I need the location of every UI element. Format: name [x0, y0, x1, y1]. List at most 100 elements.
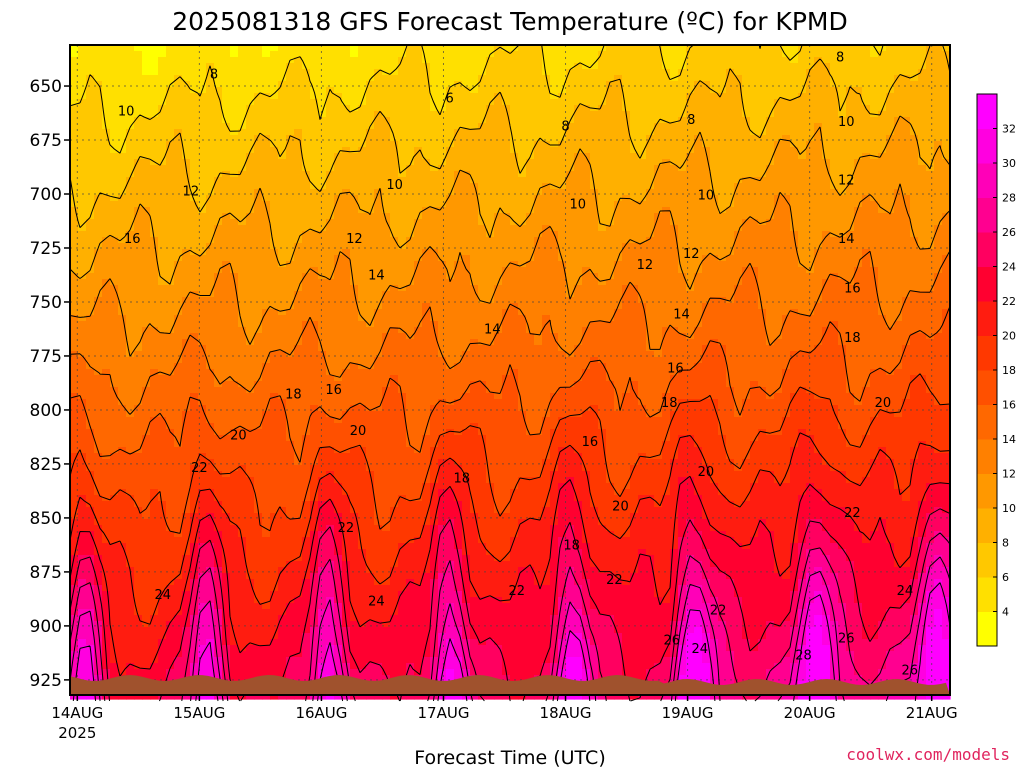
contour-labels: 8 6 10 8 8 8 10 10 12 10 10 12 12 12 12 14 16 14 16 14 14 18 1…: [118, 50, 918, 678]
contour-line-10: [69, 115, 951, 285]
contour-label: 18: [454, 472, 471, 487]
contour-label: 18: [285, 387, 302, 402]
x-tick-year-label: 2025: [58, 724, 96, 742]
contour-label: 6: [445, 91, 453, 106]
contour-label: 24: [154, 588, 171, 603]
colorbar-segment: [977, 542, 997, 578]
contour-label: 12: [183, 184, 200, 199]
colorbar-segment: [977, 473, 997, 509]
contour-label: 22: [191, 461, 208, 476]
x-axis: 14AUG 2025 15AUG 16AUG 17AUG 18AUG 19AUG 20AUG 2…: [51, 695, 958, 742]
colorbar: 4 6 8 10 12 14 16 18 20 22 24 26 28 30 32: [976, 93, 1016, 647]
contour-label: 26: [663, 634, 680, 649]
contour-line-12: [69, 183, 951, 357]
contour-label: 10: [698, 189, 715, 204]
plot-frame: [69, 44, 951, 696]
x-tick-label: 20AUG: [784, 704, 836, 722]
contour-label: 28: [795, 649, 812, 664]
contour-line-20: [69, 432, 951, 625]
contour-label: 10: [118, 104, 135, 119]
chart-title: 2025081318 GFS Forecast Temperature (ºC)…: [172, 7, 847, 36]
colorbar-segment: [977, 611, 997, 647]
grid-lines: [70, 45, 950, 695]
colorbar-segment: [977, 94, 997, 129]
contour-label: 8: [687, 113, 695, 128]
contour-label: 22: [606, 573, 623, 588]
y-tick-label: 875: [30, 563, 62, 583]
contour-label: 10: [569, 197, 586, 212]
contour-label: 8: [561, 120, 569, 135]
colorbar-tick-label: 22: [1002, 295, 1016, 308]
contour-line-26: [69, 532, 951, 702]
contour-label: 16: [325, 383, 342, 398]
temperature-field: [70, 45, 951, 700]
x-axis-label: Forecast Time (UTC): [414, 747, 605, 768]
colorbar-tick-label: 6: [1002, 571, 1009, 584]
contour-label: 20: [350, 424, 367, 439]
colorbar-tick-label: 10: [1002, 502, 1016, 515]
y-tick-label: 925: [30, 671, 62, 691]
contour-label: 16: [844, 282, 861, 297]
x-tick-label: 19AUG: [662, 704, 714, 722]
colorbar-segment: [977, 370, 997, 405]
contour-label: 20: [875, 396, 892, 411]
contour-label: 12: [838, 174, 855, 189]
contour-label: 12: [683, 247, 700, 262]
contour-label: 16: [582, 435, 599, 450]
colorbar-tick-label: 16: [1002, 399, 1016, 412]
y-tick-label: 775: [30, 347, 62, 367]
contour-label: 18: [661, 396, 678, 411]
contour-label: 10: [838, 115, 855, 130]
colorbar-segment: [977, 335, 997, 371]
y-tick-label: 800: [30, 401, 62, 421]
x-tick-label: 18AUG: [540, 704, 592, 722]
contour-label: 8: [836, 50, 844, 65]
contour-label: 14: [673, 307, 690, 322]
x-tick-label: 16AUG: [295, 704, 347, 722]
contour-label: 22: [844, 506, 861, 521]
contour-label: 12: [346, 232, 363, 247]
contour-line-14: [69, 250, 951, 415]
contour-line-24: [69, 508, 951, 702]
contour-label: 14: [368, 269, 385, 284]
colorbar-segment: [977, 128, 997, 164]
contour-label: 22: [508, 584, 525, 599]
y-tick-label: 725: [30, 239, 62, 259]
colorbar-segment: [977, 197, 997, 233]
colorbar-tick-label: 18: [1002, 364, 1016, 377]
x-tick-label: 15AUG: [173, 704, 225, 722]
contour-line-6: [69, 44, 884, 154]
x-tick-label: 21AUG: [906, 704, 958, 722]
contour-label: 20: [230, 428, 247, 443]
colorbar-tick-label: 24: [1002, 261, 1016, 274]
colorbar-tick-label: 28: [1002, 192, 1016, 205]
colorbar-segment: [977, 163, 997, 198]
contour-label: 24: [897, 584, 914, 599]
y-tick-label: 700: [30, 185, 62, 205]
contour-label: 18: [563, 538, 580, 553]
colorbar-segment: [977, 232, 997, 267]
y-tick-label: 650: [30, 77, 62, 97]
contour-label: 24: [692, 642, 709, 657]
credit-link[interactable]: coolwx.com/models: [846, 745, 1010, 764]
colorbar-tick-label: 4: [1002, 606, 1009, 619]
contour-label: 16: [124, 232, 141, 247]
contour-label: 8: [210, 68, 218, 83]
contour-label: 20: [612, 500, 629, 515]
colorbar-segment: [977, 404, 997, 440]
contour-label: 22: [710, 603, 727, 618]
terrain-ground: [70, 675, 950, 695]
contour-label: 22: [338, 521, 355, 536]
colorbar-tick-label: 30: [1002, 157, 1016, 170]
y-tick-label: 850: [30, 509, 62, 529]
colorbar-tick-label: 32: [1002, 123, 1016, 136]
contour-label: 14: [838, 232, 855, 247]
contour-label: 26: [901, 664, 918, 679]
y-tick-label: 750: [30, 293, 62, 313]
colorbar-segment: [977, 508, 997, 543]
contour-label: 10: [386, 178, 403, 193]
contour-label: 16: [667, 361, 684, 376]
colorbar-tick-label: 26: [1002, 226, 1016, 239]
colorbar-tick-label: 12: [1002, 468, 1016, 481]
contour-line-8: [69, 44, 951, 228]
